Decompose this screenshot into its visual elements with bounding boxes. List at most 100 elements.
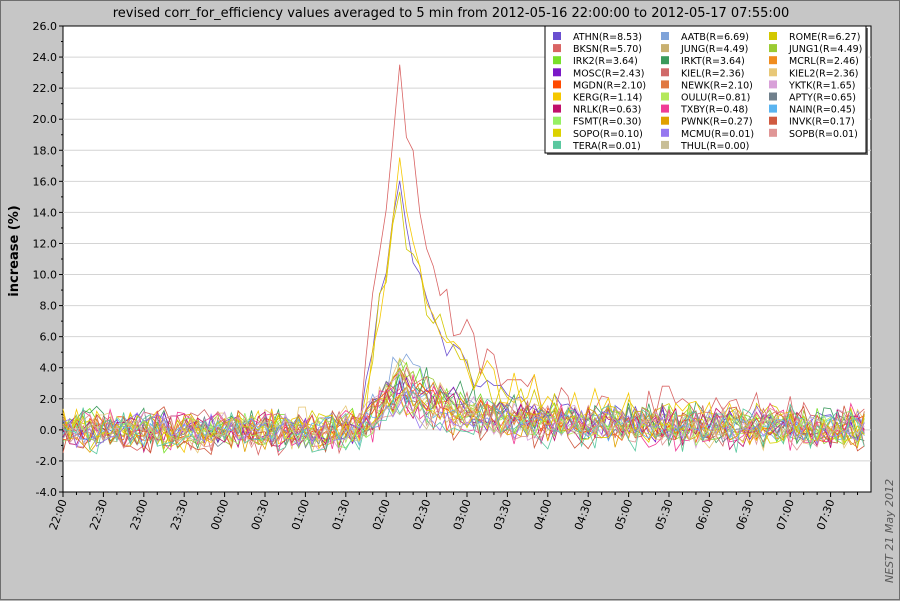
series-line [62,390,865,455]
legend-label: APTY(R=0.65) [789,93,856,104]
series-line [62,367,865,454]
legend-swatch [553,140,561,149]
legend-label: ATHN(R=8.53) [573,32,642,43]
y-tick-label: 8.0 [40,300,58,313]
legend-swatch [661,116,669,125]
legend-label: NRLK(R=0.63) [573,105,641,116]
legend-swatch [661,68,669,77]
y-tick-label: 10.0 [33,269,58,282]
x-tick-label: 07:30 [814,498,837,532]
y-tick-label: 22.0 [33,82,58,95]
y-tick-label: 14.0 [33,206,58,219]
legend-label: MCMU(R=0.01) [681,129,754,140]
x-tick-label: 02:00 [370,498,393,532]
x-tick-label: 03:00 [451,498,474,532]
y-tick-label: 16.0 [33,175,58,188]
legend-label: BKSN(R=5.70) [573,44,642,55]
legend-swatch [661,92,669,101]
grid-lines [63,56,871,462]
series-line [62,157,865,454]
legend-label: TERA(R=0.01) [572,141,641,152]
legend-swatch [769,128,777,137]
legend-swatch [769,80,777,89]
legend: ATHN(R=8.53) AATB(R=6.69) ROME(R=6.27) BKSN… [544,25,868,155]
legend-swatch [769,68,777,77]
y-tick-label: 24.0 [33,51,58,64]
x-tick-label: 05:00 [612,498,635,532]
legend-label: INVK(R=0.17) [789,117,855,128]
legend-swatch [553,56,561,65]
x-tick-label: 03:30 [491,498,514,532]
legend-label: SOPO(R=0.10) [573,129,643,140]
legend-swatch [553,104,561,113]
legend-label: MOSC(R=2.43) [573,68,644,79]
legend-label: THUL(R=0.00) [680,141,749,152]
x-tick-label: 07:00 [774,498,797,532]
x-tick-label: 22:00 [47,498,70,532]
legend-swatch [661,80,669,89]
legend-label: KERG(R=1.14) [573,93,642,104]
legend-swatch [661,56,669,65]
x-tick-label: 04:30 [572,498,595,532]
x-tick-label: 06:30 [734,498,757,532]
legend-swatch [769,116,777,125]
legend-label: ROME(R=6.27) [789,32,860,43]
legend-label: YKTK(R=1.65) [788,80,855,91]
y-tick-label: 20.0 [33,113,58,126]
x-tick-label: 22:30 [87,498,110,532]
legend-swatch [661,44,669,53]
legend-swatch [769,44,777,53]
series-group [62,64,865,457]
x-tick-label: 23:00 [128,498,151,532]
y-tick-label: 0.0 [40,424,58,437]
legend-label: MCRL(R=2.46) [789,56,859,67]
y-tick-label: 6.0 [40,331,58,344]
legend-label: MGDN(R=2.10) [573,80,646,91]
legend-label: AATB(R=6.69) [681,32,749,43]
y-tick-label: -4.0 [36,486,57,499]
legend-swatch [661,32,669,40]
legend-swatch [553,80,561,89]
legend-label: OULU(R=0.81) [681,93,750,104]
legend-swatch [661,140,669,149]
y-tick-label: 2.0 [40,393,58,406]
legend-swatch [553,68,561,77]
x-tick-label: 00:00 [208,498,231,532]
legend-swatch [769,56,777,65]
y-tick-label: 12.0 [33,237,58,250]
legend-label: NEWK(R=2.10) [681,80,753,91]
y-tick-label: -2.0 [36,455,57,468]
chart-title: revised corr_for_efficiency values avera… [113,6,790,21]
legend-box [544,25,867,154]
series-line [62,395,865,446]
legend-swatch [769,32,777,40]
x-tick-label: 23:30 [168,498,191,532]
series-line [62,405,865,443]
legend-swatch [769,92,777,101]
legend-label: IRKT(R=3.64) [681,56,745,67]
legend-swatch [769,104,777,113]
legend-label: KIEL(R=2.36) [681,68,744,79]
legend-label: IRK2(R=3.64) [573,56,638,67]
x-tick-label: 04:00 [532,498,555,532]
x-tick-label: 05:30 [653,498,676,532]
y-tick-label: 4.0 [40,362,58,375]
legend-label: FSMT(R=0.30) [573,117,641,128]
y-axis: -4.0 -2.0 0.0 2.0 4.0 6.0 8.0 10.0 12.0 14.0 16.0 1… [33,20,63,499]
x-tick-label: 01:00 [289,498,312,532]
x-tick-label: 01:30 [330,498,353,532]
legend-label: NAIN(R=0.45) [789,105,856,116]
legend-swatch [553,116,561,125]
legend-swatch [553,44,561,53]
x-tick-label: 00:30 [249,498,272,532]
legend-swatch [661,128,669,137]
x-tick-label: 02:30 [410,498,433,532]
legend-label: KIEL2(R=2.36) [789,68,859,79]
legend-label: PWNK(R=0.27) [681,117,753,128]
legend-label: JUNG1(R=4.49) [788,44,862,55]
legend-swatch [661,104,669,113]
x-axis: 22:00 22:30 23:00 23:30 00:00 00:30 01:00 01:30… [47,492,859,532]
legend-label: JUNG(R=4.49) [680,44,748,55]
